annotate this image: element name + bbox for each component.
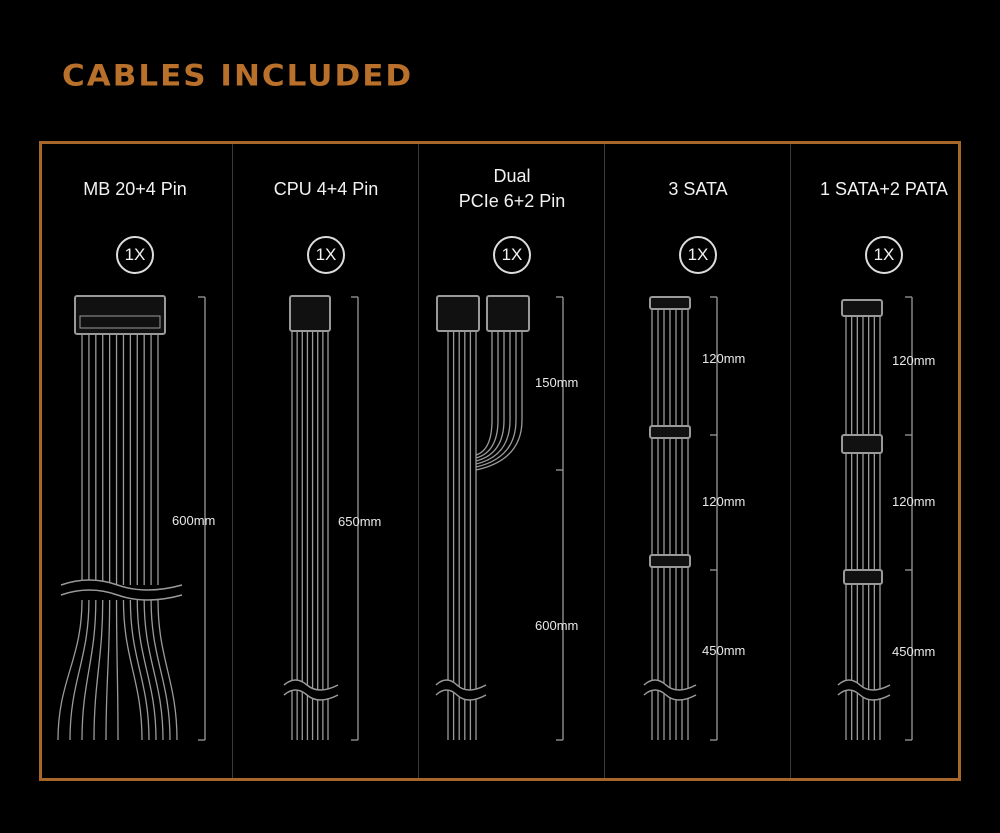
connector [74,295,166,335]
length-label: 150mm [535,375,578,390]
length-label: 120mm [892,494,935,509]
cable-column-mb: MB 20+4 Pin 1X [42,144,228,778]
cable-name-line1: Dual [493,166,531,186]
length-label: 120mm [702,351,745,366]
cable-column-pcie: Dual PCIe 6+2 Pin 1X [418,144,605,778]
page-title: CABLES INCLUDED [62,58,414,94]
cable-name: MB 20+4 Pin [83,179,187,199]
wire [122,599,143,741]
length-label: 450mm [892,644,935,659]
cable-break [435,679,487,701]
length-label: 600mm [172,513,215,528]
quantity-badge: 1X [865,236,903,274]
cable-name: 3 SATA [668,179,728,199]
connector [436,295,480,332]
cable-break [640,680,699,700]
length-label: 650mm [338,514,381,529]
cable-name-line2: PCIe 6+2 Pin [458,191,566,211]
connector [841,299,883,317]
cable-break [59,580,184,600]
cable-break [432,680,489,700]
connector [843,569,883,585]
cable-break [281,680,341,700]
length-label: 600mm [535,618,578,633]
cable-column-sata: 3 SATA 1X [604,144,791,778]
cable-column-cpu: CPU 4+4 Pin 1X [232,144,419,778]
wire [115,599,119,741]
cable-break [643,679,697,701]
wire [81,599,97,741]
wire [157,599,178,741]
connector-latch [79,315,161,329]
quantity-badge: 1X [307,236,345,274]
cable-name: CPU 4+4 Pin [273,179,379,199]
cable-break [283,679,339,701]
connector [486,295,530,332]
connector [649,296,691,310]
length-label: 450mm [702,643,745,658]
cable-break [60,579,183,601]
wire [150,599,171,741]
cable-break [837,679,891,701]
length-label: 120mm [892,353,935,368]
wire [136,599,157,741]
cable-wires [57,295,913,741]
wire [475,330,511,465]
wire [475,330,493,456]
connector [289,295,331,332]
wire [475,330,517,468]
cable-column-sata-pata: 1 SATA+2 PATA 1X [790,144,977,778]
wire [93,599,104,741]
wire [475,330,499,459]
wire [69,599,90,741]
quantity-badge: 1X [679,236,717,274]
length-label: 120mm [702,494,745,509]
connector [649,425,691,439]
quantity-badge: 1X [116,236,154,274]
cable-name: 1 SATA+2 PATA [820,179,948,199]
connector [649,554,691,568]
quantity-badge: 1X [493,236,531,274]
wire [105,599,111,741]
wire [475,330,523,471]
cable-break [834,680,893,700]
cables-table: MB 20+4 Pin 1X CPU 4+4 Pin 1X Dual PCIe … [39,141,961,781]
connector [841,434,883,454]
wire [143,599,164,741]
wire [129,599,150,741]
wire [475,330,505,462]
wire [57,599,83,741]
